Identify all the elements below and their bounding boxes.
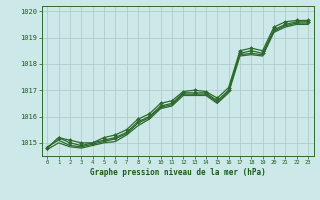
X-axis label: Graphe pression niveau de la mer (hPa): Graphe pression niveau de la mer (hPa)	[90, 168, 266, 177]
